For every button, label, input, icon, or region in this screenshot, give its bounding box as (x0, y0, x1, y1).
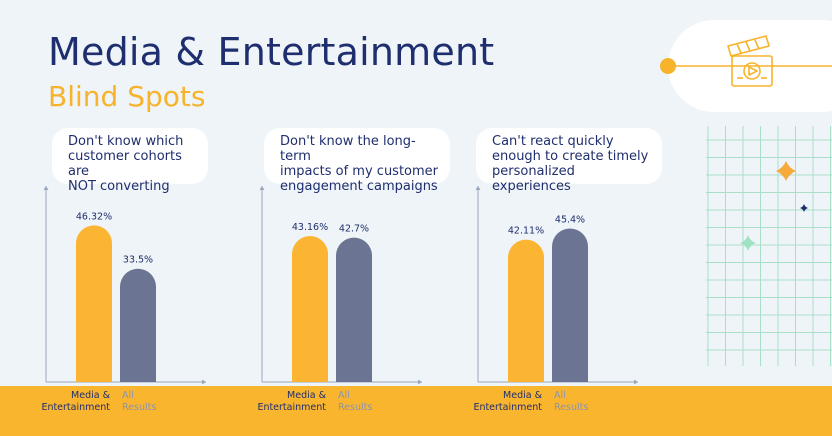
chart-3-title: Can't react quickly enough to create tim… (492, 134, 649, 194)
chart-1-question: Don't know which customer cohorts are NO… (52, 128, 208, 194)
page-title: Media & Entertainment (48, 30, 495, 74)
category-label: Media & Entertainment (473, 390, 542, 413)
chart-3: 42.11% Media & Entertainment 45.4% All Result… (473, 186, 638, 413)
bottom-band (0, 386, 832, 436)
clapperboard-icon (727, 35, 773, 87)
connector-dot (660, 58, 676, 74)
x-axis-arrow (634, 379, 638, 385)
data-label: 46.32% (76, 211, 112, 222)
category-label: Media & Entertainment (257, 390, 326, 413)
category-label: All Results (554, 390, 588, 413)
chart-2-question: Don't know the long-term impacts of my c… (264, 128, 450, 194)
bar-media (292, 236, 328, 382)
bar-all-results (552, 228, 588, 382)
navy-sparkle-icon (800, 204, 808, 212)
y-axis-arrow (475, 186, 481, 190)
y-axis-arrow (43, 186, 49, 190)
chart-2-title: Don't know the long-term impacts of my c… (280, 134, 439, 194)
data-label: 43.16% (292, 222, 328, 233)
x-axis-arrow (202, 379, 206, 385)
orange-sparkle-icon (776, 161, 796, 181)
chart-1-title: Don't know which customer cohorts are NO… (68, 134, 184, 194)
x-axis-arrow (418, 379, 422, 385)
chart-2: 43.16% Media & Entertainment 42.7% All Result… (257, 186, 422, 413)
chart-3-question: Can't react quickly enough to create tim… (476, 128, 662, 194)
bar-all-results (336, 237, 372, 382)
data-label: 33.5% (123, 255, 153, 266)
grid-decoration (706, 126, 832, 366)
chart-1: 46.32% Media & Entertainment 33.5% All Result… (41, 186, 206, 413)
data-label: 42.7% (339, 224, 369, 235)
data-label: 45.4% (555, 214, 585, 225)
category-label: All Results (122, 390, 156, 413)
bar-all-results (120, 268, 156, 382)
green-sparkle-icon (740, 235, 756, 251)
bar-media (508, 239, 544, 382)
category-label: All Results (338, 390, 372, 413)
y-axis-arrow (259, 186, 265, 190)
page-subtitle: Blind Spots (48, 80, 206, 113)
data-label: 42.11% (508, 226, 544, 237)
category-label: Media & Entertainment (41, 390, 110, 413)
bar-media (76, 225, 112, 382)
